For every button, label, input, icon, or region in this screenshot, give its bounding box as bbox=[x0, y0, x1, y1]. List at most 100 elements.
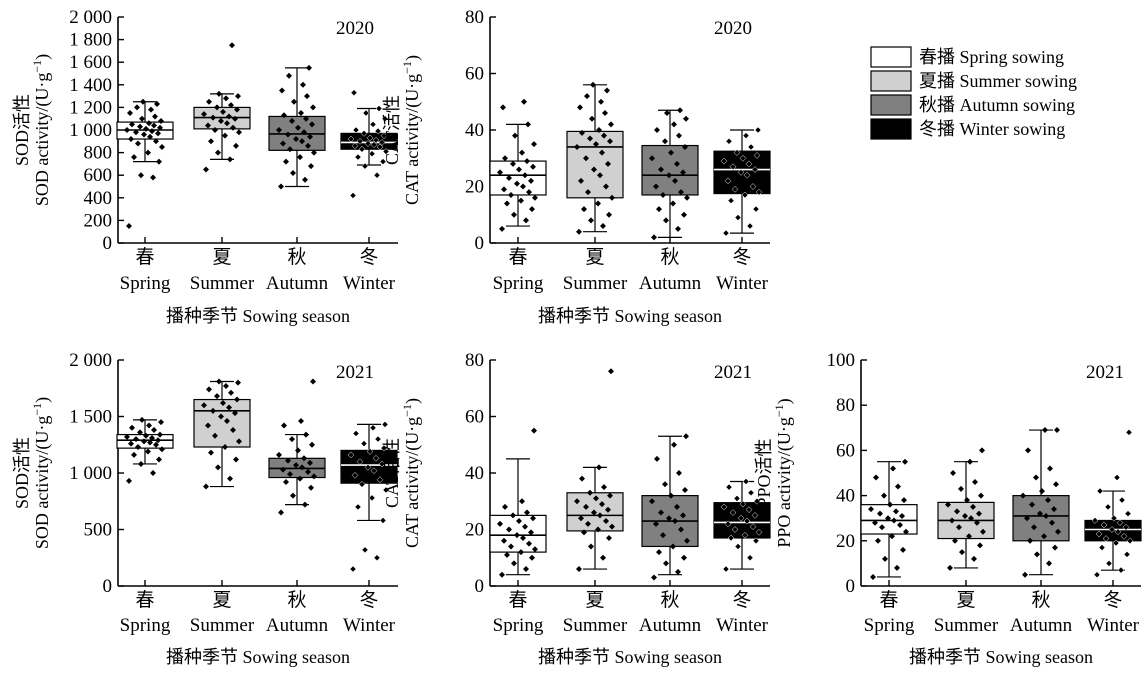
data-point bbox=[214, 393, 220, 400]
data-point bbox=[374, 127, 382, 135]
data-point bbox=[147, 133, 153, 140]
data-point bbox=[656, 549, 662, 556]
y-tick-label: 40 bbox=[465, 120, 484, 141]
data-point bbox=[747, 489, 755, 497]
data-point bbox=[731, 526, 739, 533]
data-point bbox=[583, 503, 589, 510]
data-point bbox=[528, 177, 534, 184]
data-point bbox=[131, 154, 137, 161]
data-point bbox=[153, 138, 159, 145]
data-point bbox=[660, 532, 666, 539]
chart-panel-4: 0 20 40 60 80 春 Spring 夏 Summer 秋 Autumn 冬 Winter 播种季… bbox=[382, 350, 771, 667]
data-point bbox=[212, 127, 218, 133]
data-point bbox=[206, 386, 212, 393]
data-point bbox=[276, 127, 282, 133]
y-tick-label: 60 bbox=[465, 64, 484, 85]
data-point bbox=[1118, 496, 1126, 504]
y-axis-title-en: CAT activity/(U·g−1) bbox=[400, 55, 423, 205]
data-point bbox=[663, 560, 669, 567]
data-point bbox=[1123, 551, 1131, 558]
data-point bbox=[720, 503, 728, 511]
data-point bbox=[1105, 560, 1113, 567]
data-point bbox=[649, 155, 655, 162]
x-tick-label-cn: 春 bbox=[508, 589, 527, 611]
data-point bbox=[228, 389, 234, 396]
data-point bbox=[751, 166, 759, 173]
data-point bbox=[724, 520, 732, 528]
legend-swatch bbox=[870, 46, 912, 68]
data-point bbox=[1112, 539, 1120, 547]
y-tick-label: 400 bbox=[84, 188, 113, 209]
y-tick-label: 80 bbox=[465, 350, 484, 371]
data-point bbox=[681, 554, 687, 561]
data-point bbox=[504, 551, 510, 558]
data-point bbox=[1039, 488, 1045, 495]
data-point bbox=[727, 197, 735, 204]
data-point bbox=[967, 458, 973, 465]
data-point bbox=[532, 194, 538, 201]
data-point bbox=[1053, 481, 1059, 488]
data-point bbox=[964, 497, 970, 504]
data-point bbox=[373, 554, 381, 562]
data-point bbox=[350, 89, 358, 97]
data-point bbox=[226, 113, 232, 120]
data-point bbox=[229, 42, 235, 49]
data-point bbox=[276, 451, 282, 458]
data-point bbox=[524, 158, 530, 165]
points-spring bbox=[124, 416, 165, 484]
data-point bbox=[302, 501, 308, 508]
data-point bbox=[1110, 514, 1118, 522]
data-point bbox=[375, 105, 383, 112]
data-point bbox=[291, 98, 297, 105]
y-tick-label: 100 bbox=[827, 350, 856, 371]
y-tick-label: 0 bbox=[103, 576, 113, 597]
data-point bbox=[352, 126, 360, 134]
data-point bbox=[526, 189, 532, 196]
data-point bbox=[949, 517, 955, 524]
data-point bbox=[600, 554, 606, 561]
y-tick-label: 200 bbox=[84, 210, 113, 231]
data-point bbox=[351, 142, 359, 150]
data-point bbox=[600, 223, 606, 230]
data-point bbox=[295, 124, 301, 131]
legend-swatch bbox=[870, 94, 912, 116]
data-point bbox=[297, 475, 303, 482]
data-point bbox=[676, 132, 682, 139]
data-point bbox=[972, 479, 978, 486]
box-spring bbox=[489, 458, 547, 576]
data-point bbox=[574, 498, 580, 505]
data-point bbox=[287, 471, 293, 478]
data-point bbox=[305, 142, 311, 149]
data-point bbox=[593, 495, 599, 502]
data-point bbox=[281, 422, 287, 429]
data-point bbox=[368, 150, 376, 158]
data-point bbox=[311, 473, 317, 480]
legend-label: 夏播 Summer sowing bbox=[919, 71, 1077, 91]
x-tick-label-cn: 秋 bbox=[660, 589, 679, 611]
data-point bbox=[589, 115, 595, 122]
data-point bbox=[872, 519, 878, 526]
data-point bbox=[379, 517, 387, 524]
data-point bbox=[749, 183, 757, 190]
data-point bbox=[366, 448, 374, 455]
data-point bbox=[508, 191, 514, 198]
data-point bbox=[654, 455, 660, 462]
data-point bbox=[658, 509, 664, 516]
x-tick-label-cn: 夏 bbox=[585, 247, 604, 268]
y-tick-label: 1 000 bbox=[69, 120, 112, 141]
data-point bbox=[1027, 537, 1033, 544]
data-point bbox=[734, 214, 742, 221]
data-point bbox=[141, 438, 147, 445]
data-point bbox=[530, 163, 536, 170]
chart-panel-5: 0 20 40 60 80 100 春 Spring 夏 Summer 秋 Autumn 冬 Winter… bbox=[754, 350, 1142, 667]
data-point bbox=[133, 129, 139, 136]
y-tick-label: 80 bbox=[465, 7, 484, 28]
data-point bbox=[379, 158, 387, 165]
data-point bbox=[882, 555, 888, 562]
data-point bbox=[523, 566, 529, 573]
data-point bbox=[868, 506, 874, 513]
data-point bbox=[308, 484, 314, 491]
year-label: 2020 bbox=[714, 18, 752, 39]
data-point bbox=[295, 447, 301, 454]
points-winter bbox=[720, 126, 763, 237]
